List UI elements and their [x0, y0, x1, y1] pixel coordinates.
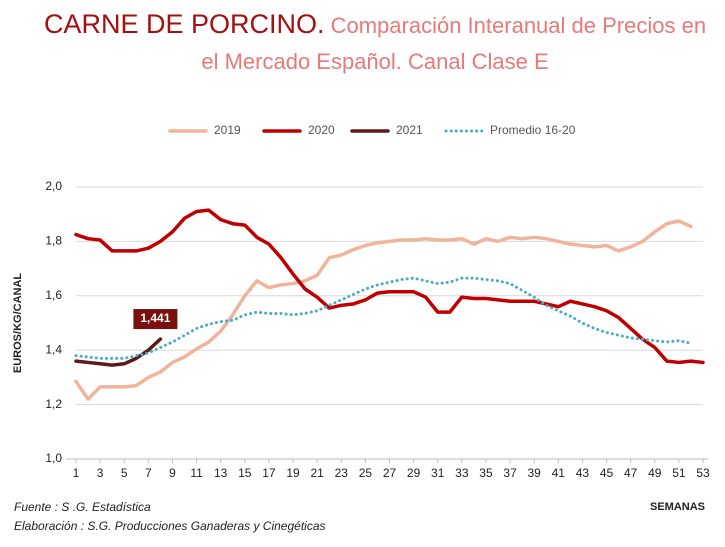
- series-line: [74, 337, 163, 367]
- legend-label: 2019: [214, 123, 241, 137]
- x-tick-label: 37: [503, 466, 517, 480]
- x-tick-label: 51: [672, 466, 686, 480]
- legend-label: Promedio 16-20: [490, 123, 576, 137]
- x-tick-label: 5: [121, 466, 128, 480]
- x-tick-label: 13: [214, 466, 228, 480]
- x-tick-label: 53: [696, 466, 710, 480]
- series-line: [74, 208, 705, 365]
- y-tick-label: 2,0: [45, 179, 62, 193]
- x-tick-label: 1: [73, 466, 80, 480]
- x-tick-label: 19: [286, 466, 300, 480]
- y-tick-label: 1,4: [45, 342, 62, 356]
- x-tick-label: 33: [455, 466, 469, 480]
- series-line: [74, 219, 693, 401]
- x-tick-label: 21: [310, 466, 324, 480]
- x-tick-label: 29: [407, 466, 421, 480]
- x-tick-label: 15: [238, 466, 252, 480]
- y-tick-label: 1,6: [45, 288, 62, 302]
- x-tick-label: 17: [262, 466, 276, 480]
- source: Fuente : S .G. Estadística: [14, 500, 151, 514]
- y-tick-label: 1,8: [45, 234, 62, 248]
- series-line: [74, 276, 693, 360]
- y-tick-label: 1,0: [45, 451, 62, 465]
- x-tick-label: 45: [600, 466, 614, 480]
- x-tick-label: 25: [359, 466, 373, 480]
- chart-subtitle: Comparación Interanual de Precios en el …: [201, 13, 707, 74]
- x-tick-label: 9: [169, 466, 176, 480]
- y-tick-label: 1,2: [45, 397, 62, 411]
- legend-label: 2020: [308, 123, 335, 137]
- x-tick-label: 47: [624, 466, 638, 480]
- chart-title: CARNE DE PORCINO.: [43, 9, 325, 39]
- x-tick-label: 27: [383, 466, 397, 480]
- legend-label: 2021: [396, 123, 423, 137]
- x-tick-label: 35: [479, 466, 493, 480]
- x-axis-label: SEMANAS: [650, 501, 705, 513]
- x-tick-label: 23: [335, 466, 349, 480]
- x-tick-label: 39: [528, 466, 542, 480]
- x-tick-label: 49: [648, 466, 662, 480]
- x-tick-label: 11: [190, 466, 203, 480]
- data-label: 1,441: [140, 311, 170, 325]
- y-axis-label: EUROS/KG/CANAL: [12, 273, 24, 374]
- header: CARNE DE PORCINO. Comparación Interanual…: [40, 6, 710, 80]
- x-tick-label: 43: [576, 466, 590, 480]
- credit: Elaboración : S.G. Producciones Ganadera…: [14, 519, 326, 533]
- x-tick-label: 31: [431, 466, 445, 480]
- x-tick-label: 41: [552, 466, 566, 480]
- data-label-box: [133, 309, 178, 330]
- x-tick-label: 3: [97, 466, 104, 480]
- x-tick-label: 7: [145, 466, 152, 480]
